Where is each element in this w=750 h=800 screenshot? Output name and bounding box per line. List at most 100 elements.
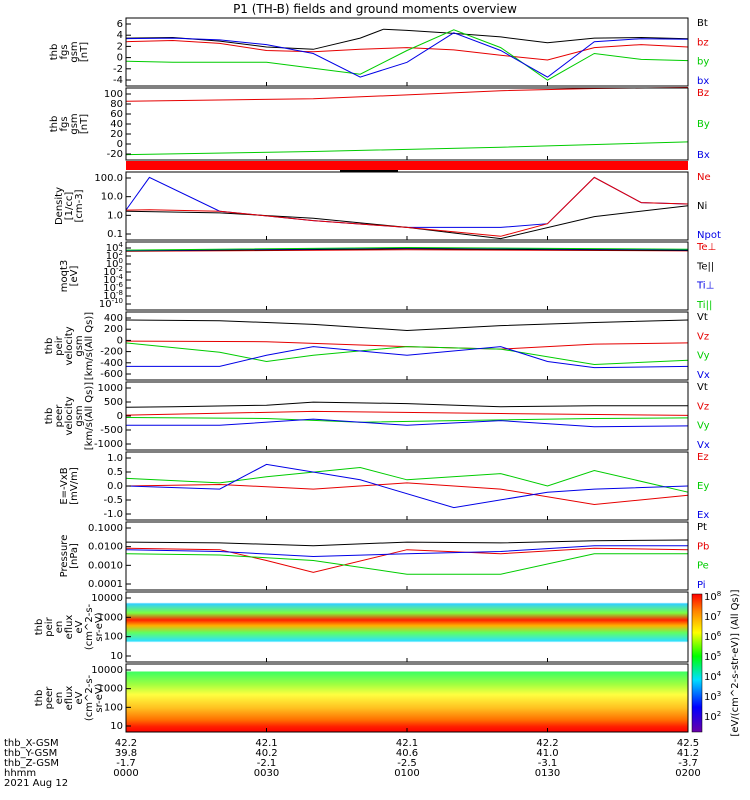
y-tick-label: -4 [113,75,123,86]
y-axis-label-line: eflux [64,686,75,711]
y-axis-label-line: thb [34,619,45,636]
ephemeris-value: 42.1 [255,738,277,749]
colorbar-tick-label: 106 [704,630,722,643]
heatmap-image [126,592,688,662]
colorbar-tick-label: 102 [704,710,721,723]
panel-frame [125,17,689,87]
series-line-vy [125,417,689,423]
series-line-te [125,248,689,252]
panel-6: 1000 500 0 -500 -1000 thb peer velocity gsm [km/s… [44,381,710,451]
colorbar-tick-label: 105 [704,650,721,663]
series-line-ti [125,246,689,251]
series-line-bz [125,87,689,102]
y-tick-label: -400 [100,358,123,369]
y-tick-label: 0.0010 [88,560,123,571]
legend-entry: Bz [697,88,709,99]
y-tick-label: 100 [104,632,123,643]
y-axis-label-line: fgs [59,44,70,59]
legend-entry: bx [697,76,709,87]
y-axis-label-line: gsm [74,405,85,426]
y-tick-label: 10-10 [99,297,123,310]
series-line-pe [125,553,688,575]
panel-frame [125,521,689,591]
y-axis-label-line: thb [44,338,55,355]
y-tick-label: 100 [104,89,123,100]
y-tick-label: 10.0 [101,192,123,203]
y-axis-label-line: velocity [64,396,75,435]
y-tick-label: -1000 [94,439,123,450]
legend-entry: Pe [697,561,709,572]
series-line-by [125,141,689,156]
y-tick-label: -20 [107,149,123,160]
y-axis-label-line: [nT] [79,114,90,134]
y-tick-label: -500 [100,425,123,436]
y-axis-label-line: [eV] [69,266,80,287]
flag-bar [126,161,688,170]
y-tick-label: 1.0 [107,453,123,464]
y-axis-label-line: gsm [69,113,80,134]
panel-3: 100.0 10.0 1.0 0.1 Density [1/cc] [cm-3] Ne Ni Np… [54,171,721,241]
panel-7: 1.0 0.5 0.0 -0.5 -1.0 E=-VxB [mV/m] Ez Ey Ex [59,451,709,521]
y-axis-label-line: Density [54,187,65,225]
series-line-ex [125,463,689,509]
ephemeris-row-label: 2021 Aug 12 [4,778,68,789]
y-tick-label: -2 [113,64,123,75]
ephemeris-row-label: thb_Y-GSM [4,748,57,759]
y-tick-label: -200 [100,347,123,358]
legend-entry: Ey [697,481,709,492]
y-tick-label: 0.0100 [88,542,123,553]
y-axis-label-line: sr-eV) [94,683,105,712]
ephemeris-value: -1.7 [116,758,136,769]
y-tick-label: 200 [104,324,123,335]
ephemeris-value: 0130 [535,768,560,779]
y-axis-label-line: [1/cc] [64,192,75,221]
ephemeris-value: 0000 [113,768,138,779]
series-line-vt [125,319,689,332]
legend-entry: Ez [697,452,709,463]
panel-frame [125,451,689,521]
y-tick-label: 1000 [98,383,123,394]
y-tick-label: 10000 [91,665,123,676]
series-line-bt [125,28,689,50]
ephemeris-row-label: thb_Z-GSM [4,758,59,769]
y-axis-label-line: en [54,692,65,705]
y-tick-label: 0.1 [107,229,123,240]
y-tick-label: 0.0001 [88,579,123,590]
y-tick-label: 60 [110,109,123,120]
ephemeris-value: -3.7 [678,758,698,769]
colorbar: 108 107 106 105 104 103 102 [eV/(cm^2-s-str-eV)… [691,589,741,737]
y-tick-label: 500 [104,397,123,408]
ephemeris-value: -2.5 [397,758,417,769]
legend-entry: Ti⊥ [696,281,714,292]
ephemeris-value: 40.6 [396,748,418,759]
y-axis-label-line: thb [49,44,60,61]
legend-entry: Pb [697,541,709,552]
y-tick-label: 0 [117,139,123,150]
colorbar-tick-label: 103 [704,690,721,703]
y-axis-label-line: eflux [64,615,75,640]
legend-entry: Te|| [696,261,714,272]
y-axis-label-line: moqt3 [59,260,70,293]
series-line-pb [125,547,689,573]
y-tick-label: 20 [110,129,123,140]
y-tick-label: 2 [117,41,123,52]
y-tick-label: -0.5 [103,495,123,506]
colorbar-gradient [691,593,703,733]
series-line-bz [125,39,689,61]
legend-entry: Npot [697,230,721,241]
y-axis-label-line: thb [44,408,55,425]
legend-entry: Vx [697,370,710,381]
y-axis-label-line: [nPa] [69,543,80,569]
ephemeris-value: -3.1 [538,758,558,769]
series-line-pi [125,545,688,558]
y-tick-label: 0.0 [107,481,123,492]
y-tick-label: -600 [100,369,123,380]
y-axis-label-line: [cm-3] [74,189,85,222]
y-tick-label: 80 [110,99,123,110]
y-tick-label: 0.5 [107,467,123,478]
